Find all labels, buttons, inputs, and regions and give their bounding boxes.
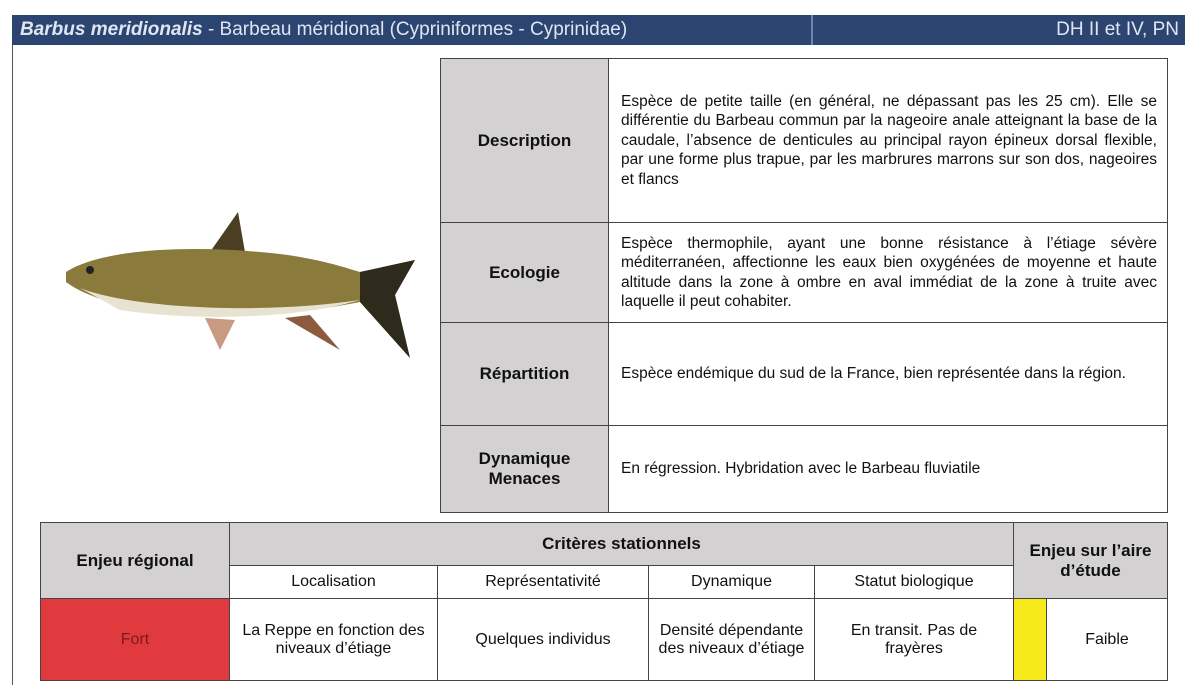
criteria-value: Densité dépendante des niveaux d’étiage xyxy=(648,598,815,681)
criteria-value: En transit. Pas de frayères xyxy=(814,598,1014,681)
criteria-label: Représentativité xyxy=(437,565,649,599)
row-text: Espèce de petite taille (en général, ne … xyxy=(608,58,1168,223)
criteria-header: Critères stationnels xyxy=(229,522,1014,566)
row-text: Espèce thermophile, ayant une bonne rési… xyxy=(608,222,1168,323)
regional-value: Fort xyxy=(40,598,230,681)
protection-status: DH II et IV, PN xyxy=(811,15,1179,45)
common-name: - Barbeau méridional (Cypriniformes - Cy… xyxy=(207,19,628,40)
row-label: Répartition xyxy=(440,322,609,426)
border-line xyxy=(12,45,13,685)
criteria-value: La Reppe en fonction des niveaux d’étiag… xyxy=(229,598,438,681)
row-label: Description xyxy=(440,58,609,223)
site-color xyxy=(1013,598,1047,681)
row-label: Dynamique Menaces xyxy=(440,425,609,513)
criteria-value: Quelques individus xyxy=(437,598,649,681)
site-value: Faible xyxy=(1046,598,1168,681)
species-name: Barbus meridionalis xyxy=(20,19,203,40)
details-table: Description Espèce de petite taille (en g… xyxy=(440,58,1168,513)
criteria-label: Localisation xyxy=(229,565,438,599)
regional-header: Enjeu régional xyxy=(40,522,230,599)
row-text: En régression. Hybridation avec le Barbe… xyxy=(608,425,1168,513)
row-label: Ecologie xyxy=(440,222,609,323)
assessment-table: Enjeu régional Critères stationnels Enje… xyxy=(40,522,1168,681)
row-text: Espèce endémique du sud de la France, bi… xyxy=(608,322,1168,426)
criteria-label: Dynamique xyxy=(648,565,815,599)
header-bar: Barbus meridionalis - Barbeau méridional… xyxy=(12,15,1185,45)
site-header: Enjeu sur l’aire d’étude xyxy=(1013,522,1168,599)
criteria-label: Statut biologique xyxy=(814,565,1014,599)
fish-illustration xyxy=(66,212,415,358)
